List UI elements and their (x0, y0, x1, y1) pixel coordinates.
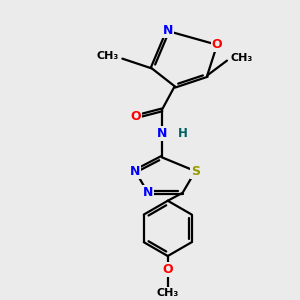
Text: N: N (143, 186, 153, 199)
Text: S: S (191, 165, 200, 178)
Text: O: O (130, 110, 140, 123)
Text: H: H (178, 127, 188, 140)
Text: N: N (163, 25, 173, 38)
Text: CH₃: CH₃ (96, 51, 118, 61)
Text: N: N (157, 127, 167, 140)
Text: CH₃: CH₃ (231, 52, 253, 63)
Text: O: O (163, 263, 173, 276)
Text: CH₃: CH₃ (157, 287, 179, 298)
Text: N: N (130, 165, 140, 178)
Text: O: O (212, 38, 222, 51)
